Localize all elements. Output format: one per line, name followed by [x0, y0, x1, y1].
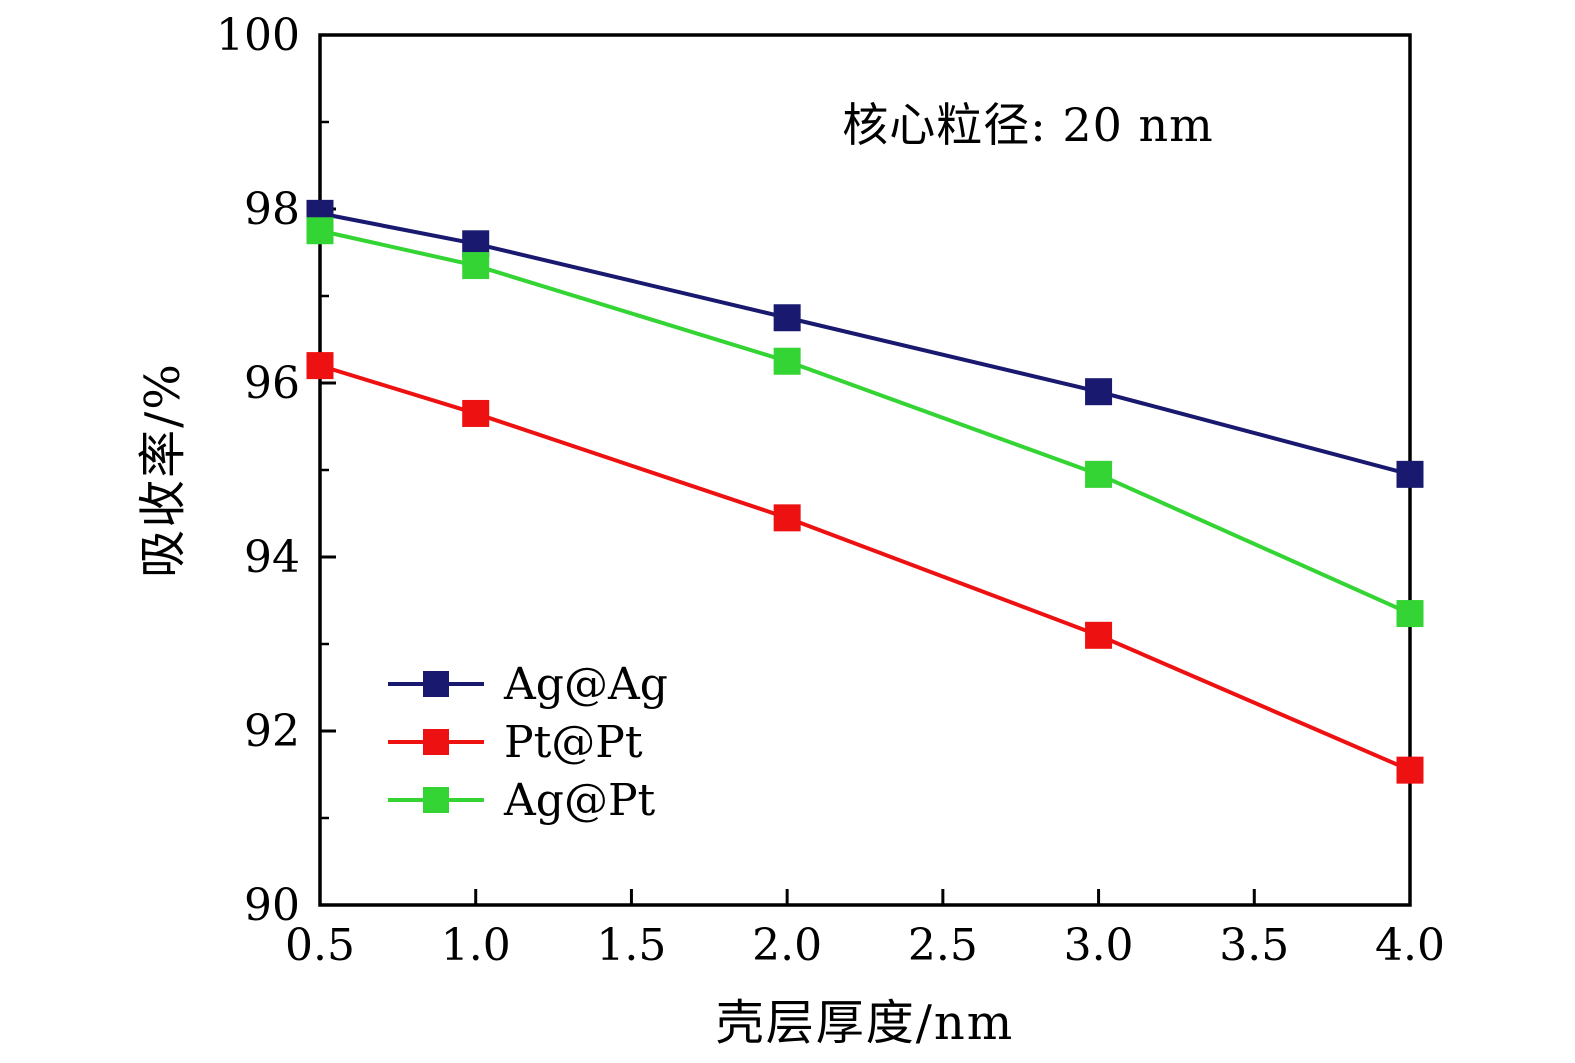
core-diameter-annotation: 核心粒径: 20 nm — [842, 98, 1214, 152]
x-tick-label: 3.5 — [1219, 920, 1289, 971]
data-point-marker-Ag@Pt — [1396, 600, 1424, 628]
legend-label: Pt@Pt — [504, 716, 643, 768]
data-point-marker-Ag@Ag — [1396, 460, 1424, 488]
data-point-marker-Ag@Pt — [1085, 460, 1113, 488]
y-tick-label: 100 — [216, 10, 300, 61]
legend-item: Pt@Pt — [388, 713, 668, 771]
data-point-marker-Ag@Pt — [462, 252, 490, 280]
data-point-marker-Pt@Pt — [462, 399, 490, 427]
legend-label: Ag@Pt — [504, 774, 656, 826]
data-point-marker-Pt@Pt — [306, 352, 334, 380]
x-tick-label: 3.0 — [1064, 920, 1134, 971]
y-tick-label: 94 — [244, 532, 300, 583]
y-tick-label: 90 — [244, 880, 300, 931]
legend-swatch-icon — [388, 785, 484, 815]
legend-label: Ag@Ag — [504, 658, 668, 710]
x-tick-label: 0.5 — [285, 920, 355, 971]
legend-swatch-icon — [388, 669, 484, 699]
data-point-marker-Pt@Pt — [773, 504, 801, 532]
x-tick-label: 1.0 — [441, 920, 511, 971]
y-axis-title: 吸收率/% — [135, 362, 191, 578]
x-axis-title: 壳层厚度/nm — [715, 995, 1015, 1051]
y-tick-label: 96 — [244, 358, 300, 409]
legend: Ag@Ag Pt@Pt Ag@Pt — [388, 655, 668, 829]
data-point-marker-Ag@Pt — [306, 217, 334, 245]
x-tick-label: 1.5 — [596, 920, 666, 971]
data-point-marker-Pt@Pt — [1085, 621, 1113, 649]
data-point-marker-Ag@Pt — [773, 347, 801, 375]
x-tick-label: 2.0 — [752, 920, 822, 971]
data-point-marker-Pt@Pt — [1396, 756, 1424, 784]
legend-swatch-icon — [388, 727, 484, 757]
data-point-marker-Ag@Ag — [773, 304, 801, 332]
legend-item: Ag@Ag — [388, 655, 668, 713]
y-tick-label: 98 — [244, 184, 300, 235]
y-tick-label: 92 — [244, 706, 300, 757]
x-tick-label: 4.0 — [1375, 920, 1445, 971]
x-tick-label: 2.5 — [908, 920, 978, 971]
data-point-marker-Ag@Ag — [1085, 378, 1113, 406]
legend-item: Ag@Pt — [388, 771, 668, 829]
